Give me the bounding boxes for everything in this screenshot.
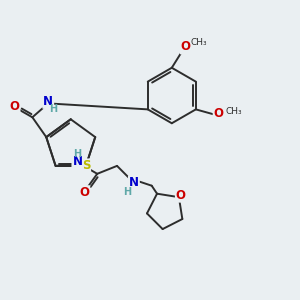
Text: N: N <box>129 176 139 189</box>
Text: CH₃: CH₃ <box>190 38 207 46</box>
Text: H: H <box>123 187 131 196</box>
Text: H: H <box>49 104 57 114</box>
Text: O: O <box>181 40 191 53</box>
Text: O: O <box>214 107 224 120</box>
Text: S: S <box>82 159 90 172</box>
Text: O: O <box>79 186 89 199</box>
Text: O: O <box>10 100 20 113</box>
Text: N: N <box>43 95 53 108</box>
Text: CH₃: CH₃ <box>225 107 242 116</box>
Text: O: O <box>176 189 186 202</box>
Text: H: H <box>73 149 82 159</box>
Text: N: N <box>72 155 82 168</box>
